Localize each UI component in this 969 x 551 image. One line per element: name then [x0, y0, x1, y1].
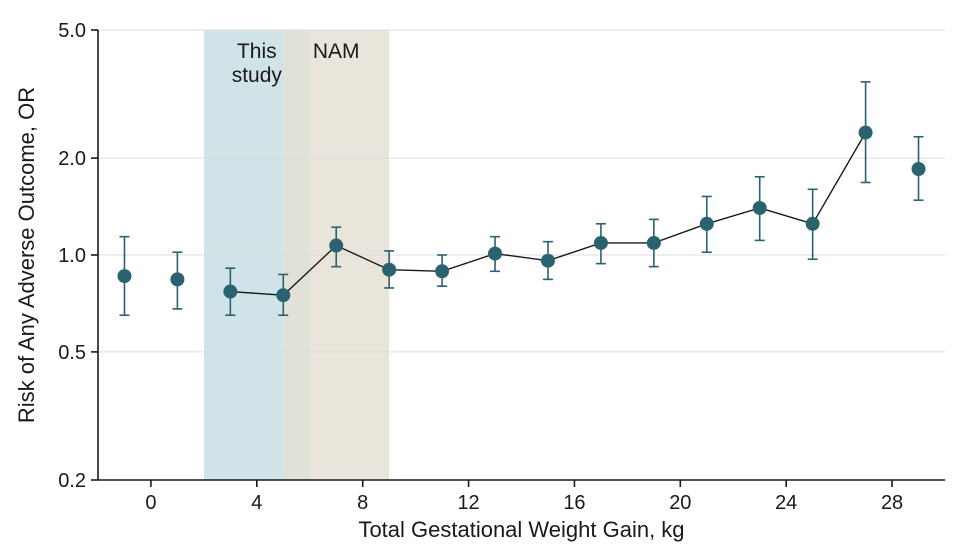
data-point [435, 264, 449, 278]
y-tick-label: 1.0 [58, 245, 86, 267]
data-point [488, 247, 502, 261]
x-tick-label: 20 [669, 492, 691, 514]
data-point [170, 272, 184, 286]
data-point [700, 217, 714, 231]
data-point [117, 269, 131, 283]
data-point [647, 236, 661, 250]
data-point [276, 288, 290, 302]
data-point [329, 239, 343, 253]
x-axis-label: Total Gestational Weight Gain, kg [358, 517, 684, 542]
data-point [912, 162, 926, 176]
data-point [541, 254, 555, 268]
data-point [753, 201, 767, 215]
y-tick-label: 0.5 [58, 342, 86, 364]
x-tick-label: 0 [145, 492, 156, 514]
x-tick-label: 12 [457, 492, 479, 514]
band-label-this_study: This [237, 40, 277, 63]
risk-chart: Thisstudy NAM 0 4 8 12 16 20 24 28 0.2 0.5 1.0 2.0 5.0… [0, 0, 969, 551]
y-tick-label: 2.0 [58, 148, 86, 170]
data-point [859, 126, 873, 140]
data-point [382, 263, 396, 277]
x-tick-label: 28 [881, 492, 903, 514]
band-label-nam: NAM [313, 40, 360, 63]
data-point [594, 236, 608, 250]
x-tick-label: 8 [357, 492, 368, 514]
band-label-this_study-2: study [232, 64, 283, 87]
y-axis-label: Risk of Any Adverse Outcome, OR [14, 87, 39, 423]
chart-container: Thisstudy NAM 0 4 8 12 16 20 24 28 0.2 0.5 1.0 2.0 5.0… [0, 0, 969, 551]
y-tick-label: 5.0 [58, 20, 86, 42]
x-tick-label: 16 [563, 492, 585, 514]
data-point [806, 217, 820, 231]
x-tick-label: 4 [251, 492, 262, 514]
x-tick-label: 24 [775, 492, 797, 514]
data-point [223, 285, 237, 299]
y-tick-label: 0.2 [58, 470, 86, 492]
